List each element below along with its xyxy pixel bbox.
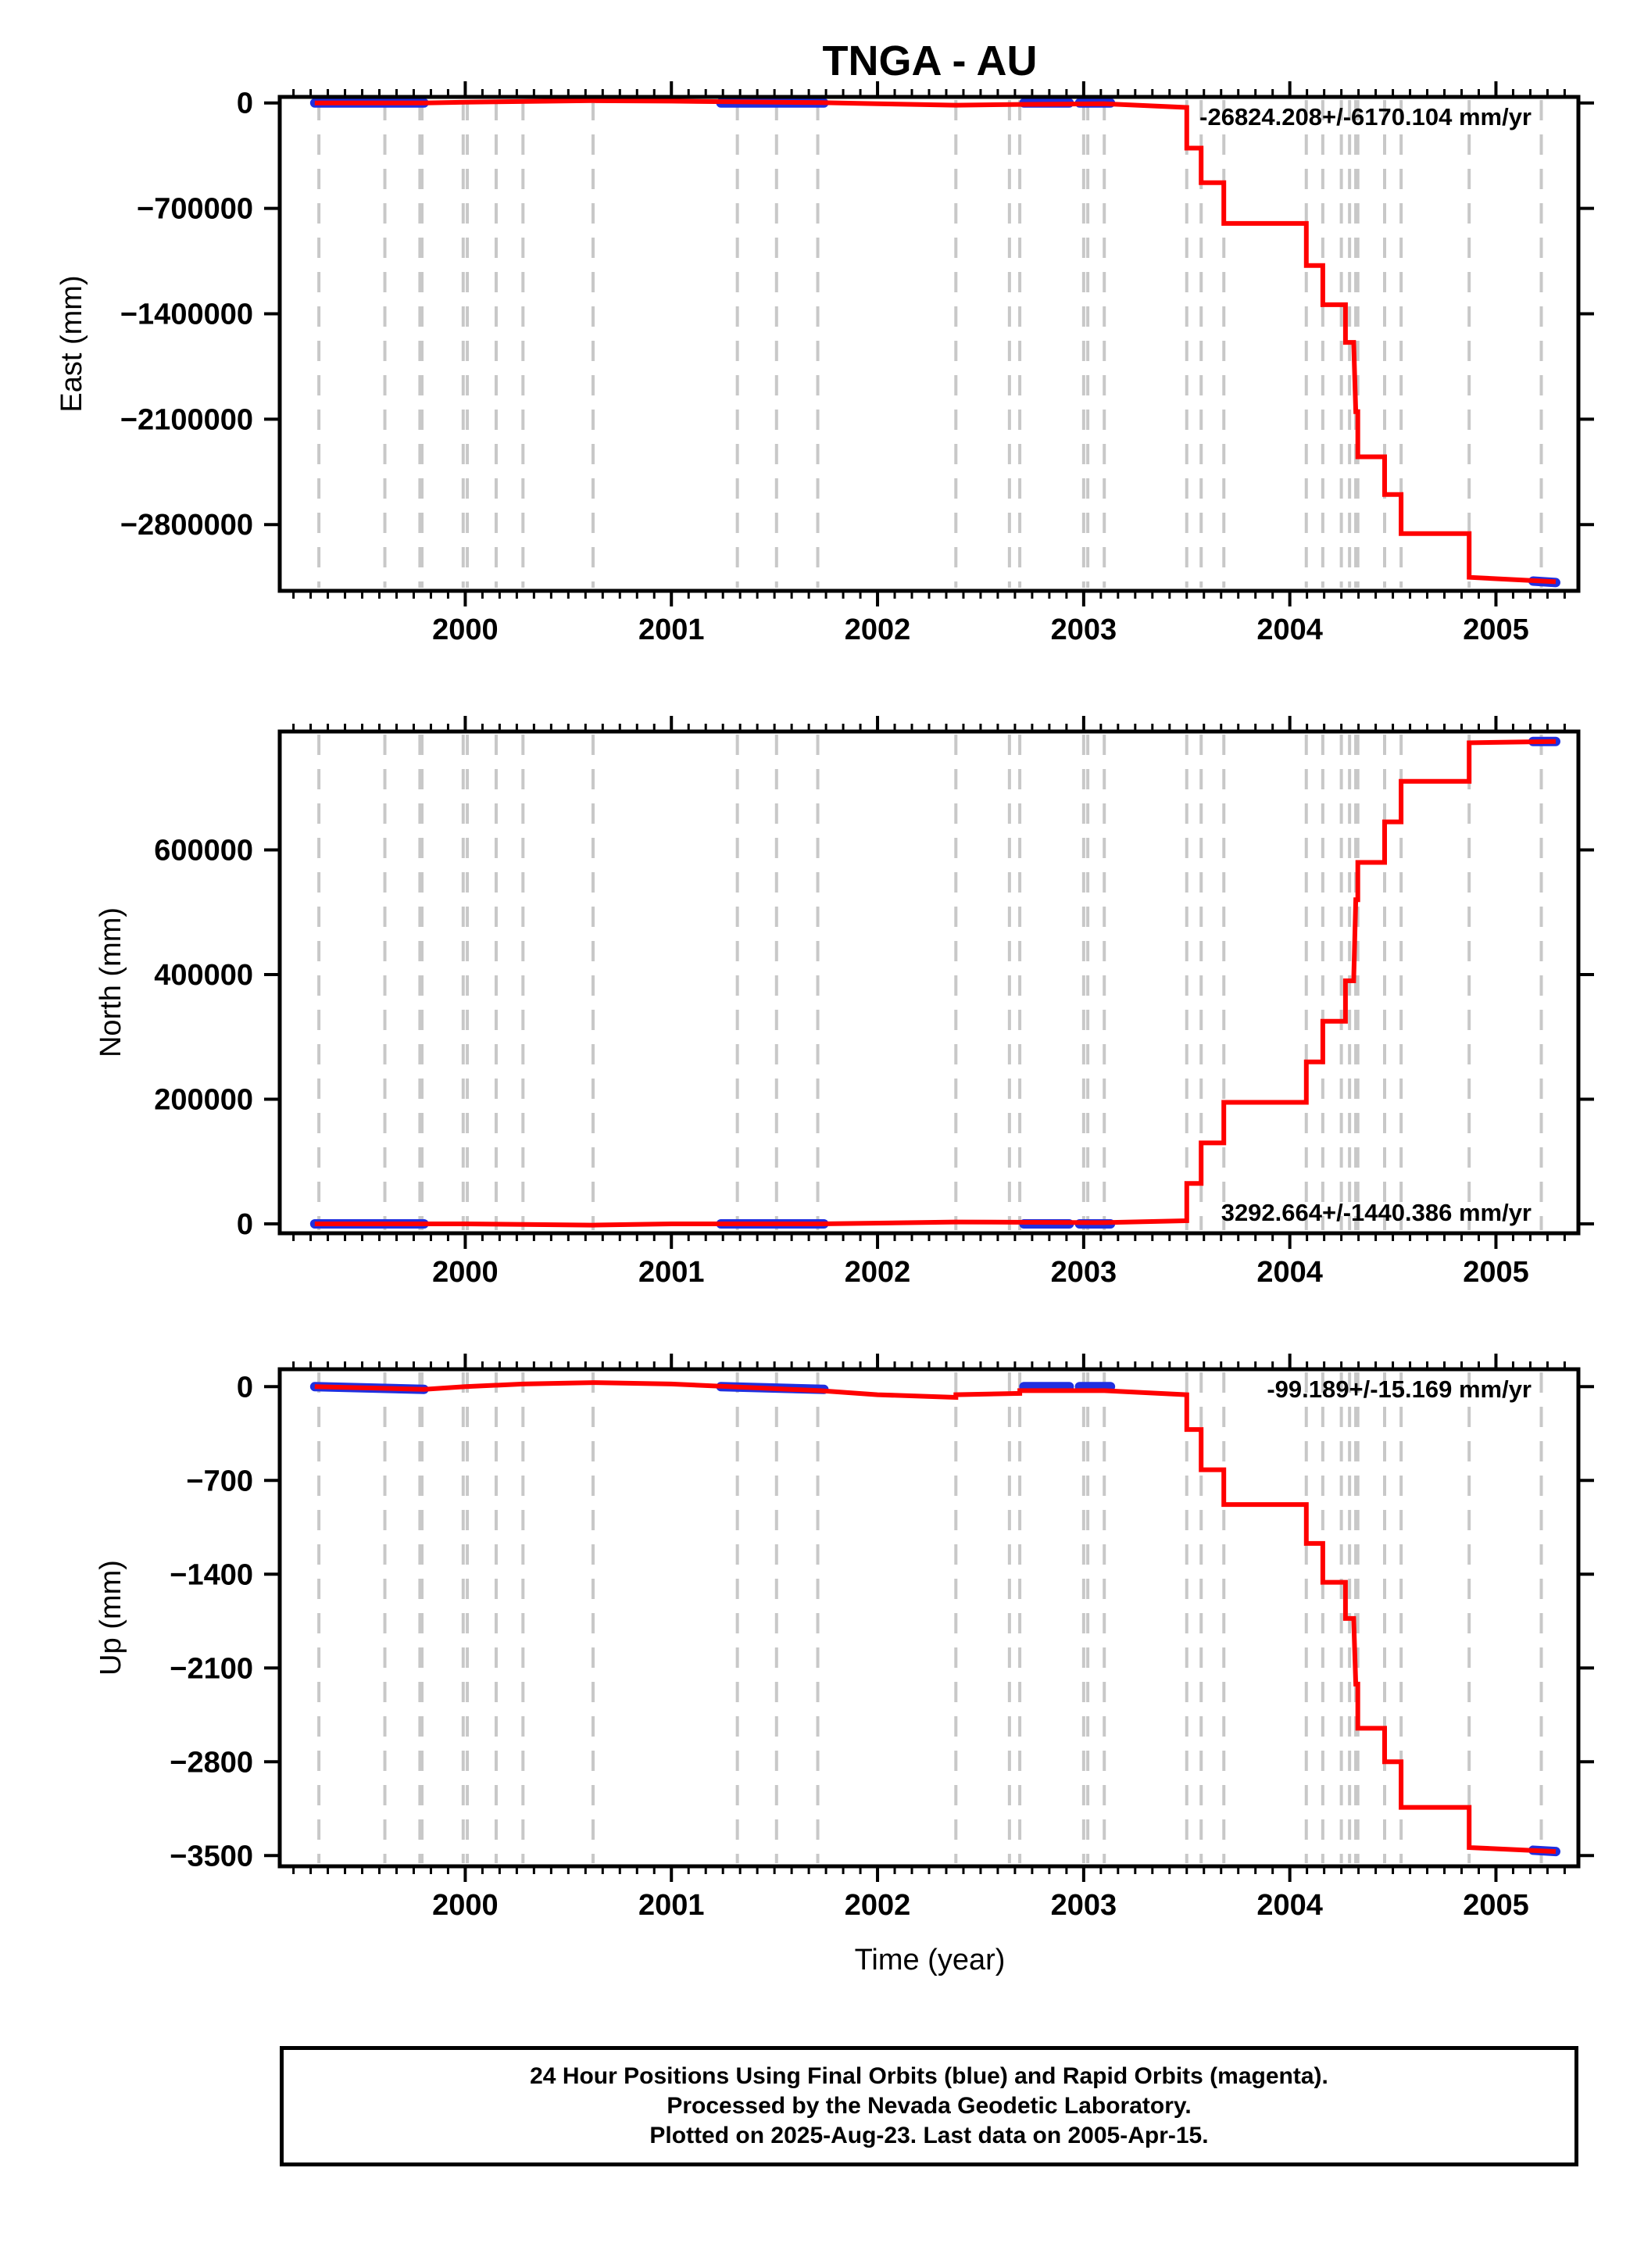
x-tick-label: 2002 [845, 1256, 911, 1289]
rate-annotation: -26824.208+/-6170.104 mm/yr [1199, 103, 1532, 131]
y-tick-label: 0 [237, 1208, 253, 1241]
caption-line-2: Processed by the Nevada Geodetic Laborat… [667, 2093, 1192, 2119]
y-tick-label: −2100 [170, 1652, 253, 1685]
y-tick-label: 600000 [154, 835, 253, 867]
y-tick-label: −700000 [137, 193, 253, 226]
y-axis-label: Up (mm) [95, 1560, 127, 1676]
x-tick-label: 2003 [1051, 614, 1117, 646]
x-tick-label: 2002 [845, 1889, 911, 1922]
x-tick-label: 2005 [1463, 614, 1529, 646]
y-tick-label: −2800000 [120, 509, 253, 542]
rate-annotation: -99.189+/-15.169 mm/yr [1267, 1375, 1532, 1403]
y-tick-label: 400000 [154, 959, 253, 992]
y-axis-label: East (mm) [55, 275, 88, 412]
y-tick-label: −3500 [170, 1840, 253, 1873]
y-tick-label: −2100000 [120, 403, 253, 436]
x-tick-label: 2001 [638, 1889, 705, 1922]
x-tick-label: 2004 [1256, 1256, 1323, 1289]
y-tick-label: −700 [186, 1465, 253, 1497]
caption-box: 24 Hour Positions Using Final Orbits (bl… [280, 2046, 1578, 2166]
x-tick-label: 2000 [432, 614, 499, 646]
x-tick-label: 2003 [1051, 1256, 1117, 1289]
caption-line-3: Plotted on 2025-Aug-23. Last data on 200… [649, 2123, 1209, 2148]
x-tick-label: 2001 [638, 1256, 705, 1289]
y-tick-label: 200000 [154, 1084, 253, 1117]
x-tick-label: 2005 [1463, 1889, 1529, 1922]
y-tick-label: −2800 [170, 1746, 253, 1779]
x-axis-label: Time (year) [855, 1944, 1006, 1976]
rate-annotation: 3292.664+/-1440.386 mm/yr [1221, 1199, 1532, 1226]
plot-area [309, 98, 1560, 588]
model-line [314, 98, 1557, 585]
x-tick-label: 2001 [638, 614, 705, 646]
plot-area [309, 736, 1560, 1229]
x-tick-label: 2004 [1256, 614, 1323, 646]
x-tick-label: 2002 [845, 614, 911, 646]
model-line [314, 739, 1557, 1228]
y-axis-label: North (mm) [95, 907, 127, 1057]
x-tick-label: 2005 [1463, 1256, 1529, 1289]
model-line [314, 1380, 1557, 1855]
x-tick-label: 2003 [1051, 1889, 1117, 1922]
y-tick-label: 0 [237, 88, 253, 120]
panel-1: 2000 2001 2002 2003 2004 2005 0 −700000 −1400000… [55, 81, 1594, 646]
y-tick-label: −1400 [170, 1558, 253, 1591]
panel-2: 2000 2001 2002 2003 2004 2005 0 200000 400000 600… [95, 716, 1594, 1289]
plot-area [309, 1380, 1560, 1857]
caption-line-1: 24 Hour Positions Using Final Orbits (bl… [530, 2063, 1328, 2089]
panels: 2000 2001 2002 2003 2004 2005 0 −700000 −1400000… [55, 81, 1594, 1922]
panel-3: 2000 2001 2002 2003 2004 2005 0 −700 −1400 −2100 −… [95, 1354, 1594, 1922]
y-tick-label: −1400000 [120, 298, 253, 331]
x-tick-label: 2000 [432, 1889, 499, 1922]
x-tick-label: 2000 [432, 1256, 499, 1289]
y-tick-label: 0 [237, 1371, 253, 1404]
chart-title: TNGA - AU [823, 38, 1038, 84]
x-tick-label: 2004 [1256, 1889, 1323, 1922]
